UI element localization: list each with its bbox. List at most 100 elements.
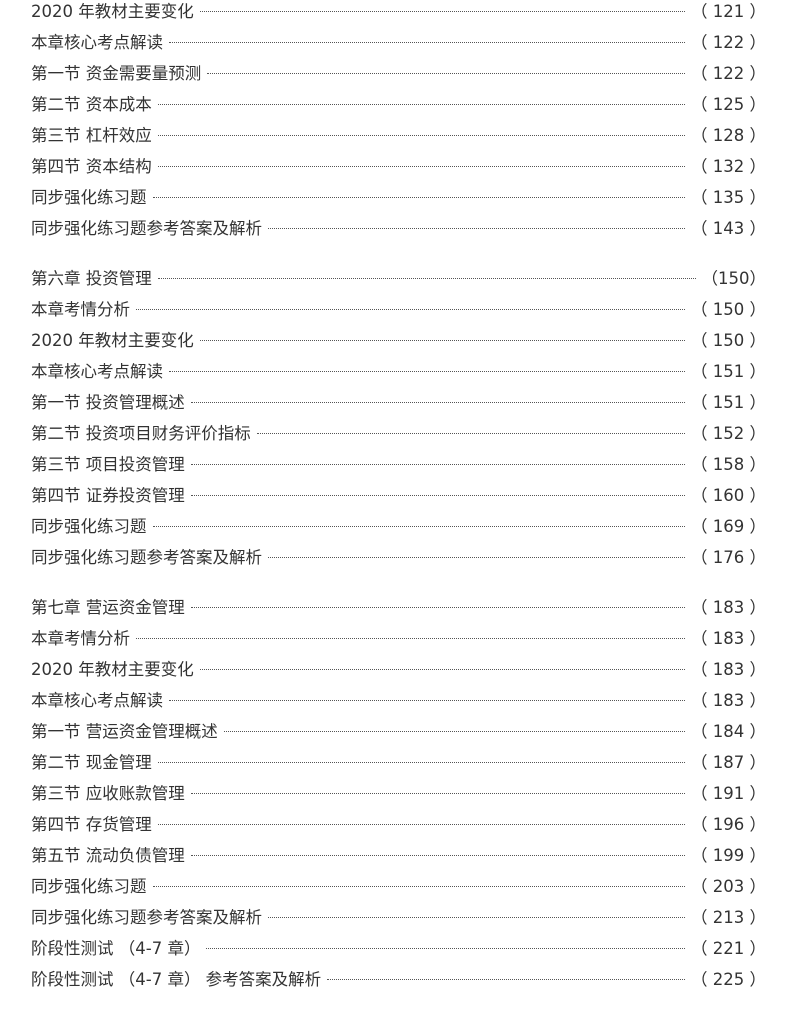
dot-leader <box>157 135 686 136</box>
dot-leader <box>268 917 686 918</box>
page-number: （ 143 ） <box>691 219 766 238</box>
toc-entry: 第二节 现金管理 （ 187 ） <box>31 747 766 778</box>
entry-title: 同步强化练习题参考答案及解析 <box>31 548 262 567</box>
dot-leader <box>152 886 686 887</box>
toc-section: 2020 年教材主要变化（ 121 ）本章核心考点解读（ 122 ）第一节 资金… <box>31 0 766 244</box>
entry-title: 2020 年教材主要变化 <box>31 2 194 21</box>
toc-entry: 第四节 证券投资管理 （ 160 ） <box>31 480 766 511</box>
page-number: （ 169 ） <box>691 517 766 536</box>
page-number: （ 152 ） <box>691 424 766 443</box>
toc-entry: 本章核心考点解读 （ 151 ） <box>31 356 766 387</box>
dot-leader <box>256 433 686 434</box>
page-number: （ 151 ） <box>691 362 766 381</box>
page-number: （ 203 ） <box>691 877 766 896</box>
page-number: （ 176 ） <box>691 548 766 567</box>
page-number: （ 183 ） <box>691 598 766 617</box>
entry-title: 同步强化练习题参考答案及解析 <box>31 908 262 927</box>
dot-leader <box>199 669 686 670</box>
dot-leader <box>136 309 686 310</box>
entry-title: 第二节 现金管理 <box>31 753 152 772</box>
page-number: （ 184 ） <box>691 722 766 741</box>
page-number: （ 187 ） <box>691 753 766 772</box>
dot-leader <box>152 526 686 527</box>
page-number: （ 183 ） <box>691 629 766 648</box>
entry-title: 本章核心考点解读 <box>31 33 163 52</box>
toc-entry: 本章考情分析 （ 183 ） <box>31 623 766 654</box>
page-number: （ 128 ） <box>691 126 766 145</box>
page-number: （ 183 ） <box>691 691 766 710</box>
page-number: （ 221 ） <box>691 939 766 958</box>
dot-leader <box>152 197 686 198</box>
toc-section: 第七章 营运资金管理（ 183 ）本章考情分析（ 183 ） 2020 年教材主要… <box>31 592 766 995</box>
toc-section: 第六章 投资管理 （150） 本章考情分析 （ 150 ） 2020 年教材主要变化 （ … <box>31 263 766 573</box>
entry-title: 第二节 资本成本 <box>31 95 152 114</box>
toc-entry: 第三节 项目投资管理 （ 158 ） <box>31 449 766 480</box>
entry-title: 同步强化练习题参考答案及解析 <box>31 219 262 238</box>
toc-entry: 2020 年教材主要变化 （ 150 ） <box>31 325 766 356</box>
page-number: （ 150 ） <box>691 300 766 319</box>
toc-entry: 第四节 资本结构 （ 132 ） <box>31 151 766 182</box>
toc-entry: 同步强化练习题 （ 135 ） <box>31 182 766 213</box>
entry-title: 本章核心考点解读 <box>31 691 163 710</box>
dot-leader <box>223 731 686 732</box>
entry-title: 同步强化练习题 <box>31 188 147 207</box>
dot-leader <box>206 948 686 949</box>
entry-title: 阶段性测试 （4-7 章） <box>31 939 201 958</box>
toc-entry: 第四节 存货管理 （ 196 ） <box>31 809 766 840</box>
page-number: （ 191 ） <box>691 784 766 803</box>
dot-leader <box>190 464 686 465</box>
entry-title: 2020 年教材主要变化 <box>31 660 194 679</box>
dot-leader <box>169 700 686 701</box>
table-of-contents: 2020 年教材主要变化（ 121 ）本章核心考点解读（ 122 ）第一节 资金… <box>31 0 766 1014</box>
toc-entry: 同步强化练习题 （ 169 ） <box>31 511 766 542</box>
page-number: （ 135 ） <box>691 188 766 207</box>
dot-leader <box>199 340 686 341</box>
dot-leader <box>157 762 686 763</box>
page-number: （ 151 ） <box>691 393 766 412</box>
entry-title: 第三节 杠杆效应 <box>31 126 152 145</box>
page-number: （ 196 ） <box>691 815 766 834</box>
dot-leader <box>199 11 686 12</box>
dot-leader <box>157 278 696 279</box>
page-number: （ 132 ） <box>691 157 766 176</box>
toc-entry: 本章核心考点解读 （ 183 ） <box>31 685 766 716</box>
dot-leader <box>268 228 686 229</box>
dot-leader <box>157 824 686 825</box>
entry-title: 同步强化练习题 <box>31 877 147 896</box>
entry-title: 第三节 应收账款管理 <box>31 784 185 803</box>
dot-leader <box>207 73 686 74</box>
entry-title: 第一节 投资管理概述 <box>31 393 185 412</box>
entry-title: 同步强化练习题 <box>31 517 147 536</box>
toc-entry: 第五节 流动负债管理 （ 199 ） <box>31 840 766 871</box>
toc-entry: 本章考情分析 （ 150 ） <box>31 294 766 325</box>
page-number: （ 213 ） <box>691 908 766 927</box>
dot-leader <box>190 855 686 856</box>
toc-entry: 第二节 资本成本 （ 125 ） <box>31 89 766 120</box>
toc-entry: 同步强化练习题参考答案及解析 （ 176 ） <box>31 542 766 573</box>
entry-title: 第五节 流动负债管理 <box>31 846 185 865</box>
toc-entry: 第三节 杠杆效应 （ 128 ） <box>31 120 766 151</box>
page-number: （150） <box>701 269 767 288</box>
dot-leader <box>190 607 686 608</box>
dot-leader <box>157 166 686 167</box>
page-number: （ 199 ） <box>691 846 766 865</box>
entry-title: 本章考情分析 <box>31 300 130 319</box>
toc-entry: 第六章 投资管理 （150） <box>31 263 766 294</box>
toc-entry: 第七章 营运资金管理 （ 183 ） <box>31 592 766 623</box>
dot-leader <box>169 42 686 43</box>
toc-entry: 第二节 投资项目财务评价指标 （ 152 ） <box>31 418 766 449</box>
dot-leader <box>169 371 686 372</box>
page-number: （ 150 ） <box>691 331 766 350</box>
toc-entry: 阶段性测试 （4-7 章） （ 221 ） <box>31 933 766 964</box>
page-number: （ 183 ） <box>691 660 766 679</box>
page-number: （ 122 ） <box>691 64 766 83</box>
dot-leader <box>190 402 686 403</box>
entry-title: 本章核心考点解读 <box>31 362 163 381</box>
toc-entry: 本章核心考点解读 （ 122 ） <box>31 27 766 58</box>
toc-entry: 同步强化练习题 （ 203 ） <box>31 871 766 902</box>
page-number: （ 158 ） <box>691 455 766 474</box>
page: 2020 年教材主要变化（ 121 ）本章核心考点解读（ 122 ）第一节 资金… <box>31 2 766 989</box>
toc-entry: 第一节 投资管理概述 （ 151 ） <box>31 387 766 418</box>
page-number: （ 122 ） <box>691 33 766 52</box>
toc-entry: 同步强化练习题参考答案及解析 （ 143 ） <box>31 213 766 244</box>
